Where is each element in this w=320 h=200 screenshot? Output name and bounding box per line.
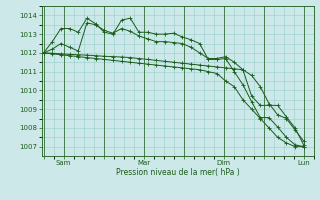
X-axis label: Pression niveau de la mer( hPa ): Pression niveau de la mer( hPa ) xyxy=(116,168,239,177)
